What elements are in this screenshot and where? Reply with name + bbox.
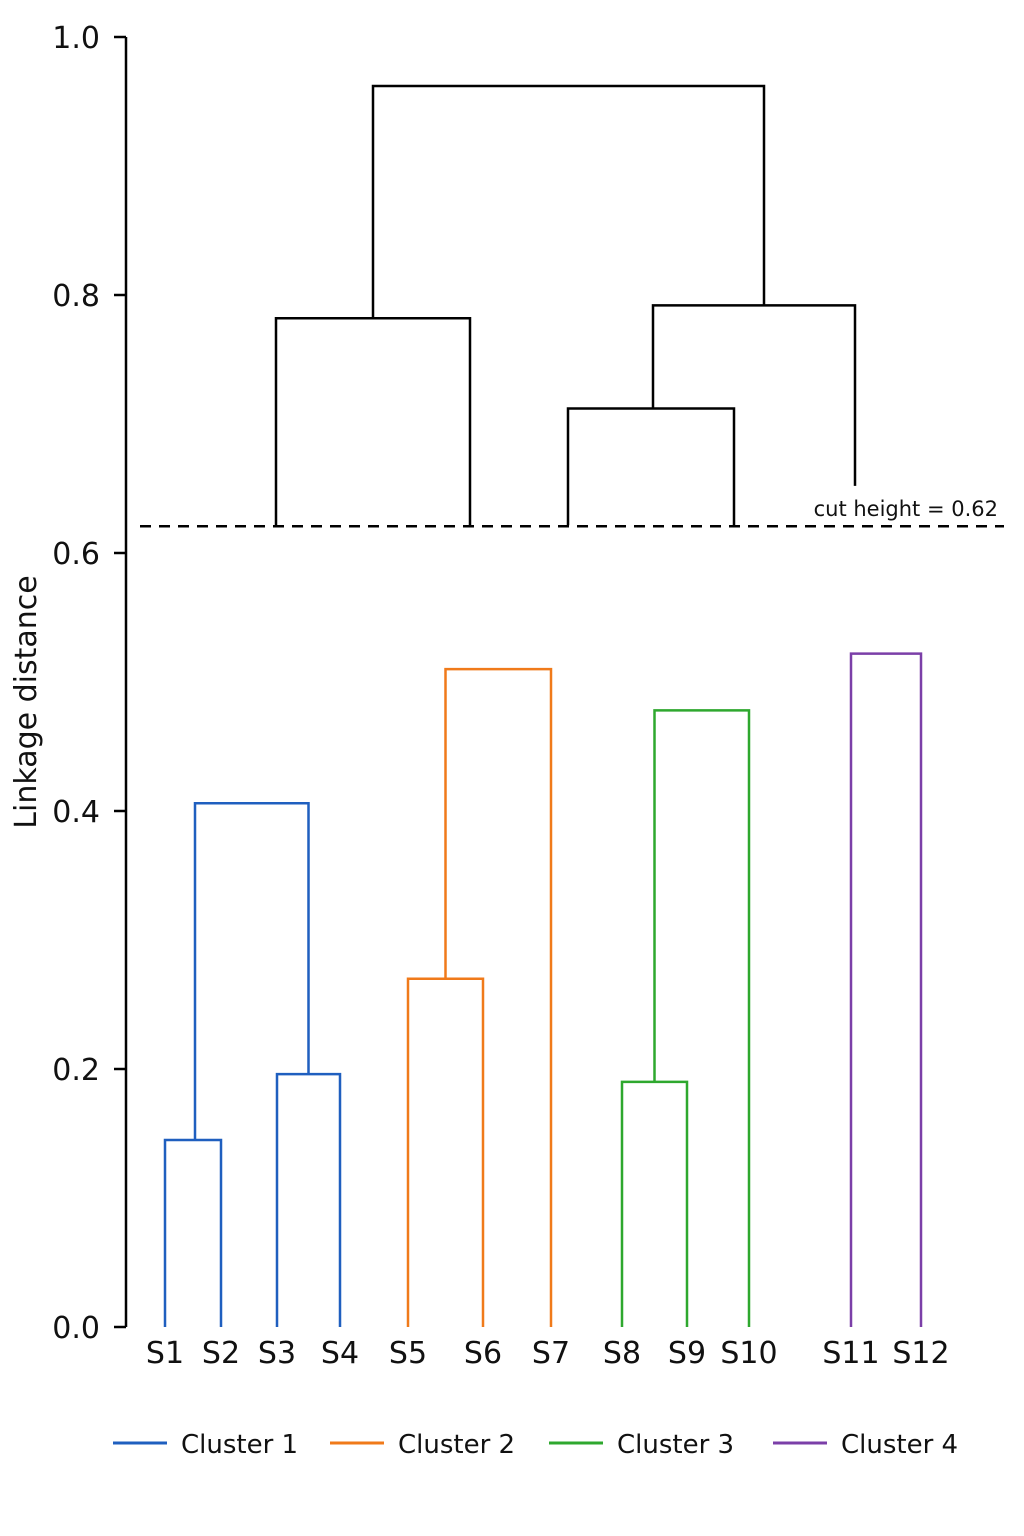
link-upper-b bbox=[566, 407, 736, 526]
y-tick-label: 0.0 bbox=[52, 1311, 100, 1346]
cut-height-label: cut height = 0.62 bbox=[814, 497, 998, 521]
y-tick-label: 0.6 bbox=[52, 537, 100, 572]
link-root bbox=[371, 84, 766, 319]
link-s1-s2 bbox=[163, 1138, 223, 1327]
y-tick-label: 0.8 bbox=[52, 279, 100, 314]
legend-label: Cluster 3 bbox=[617, 1430, 734, 1460]
y-tick-label: 0.4 bbox=[52, 795, 100, 830]
y-tick-label: 0.2 bbox=[52, 1053, 100, 1088]
legend: Cluster 1 Cluster 2 Cluster 3 Cluster 4 bbox=[113, 1430, 958, 1460]
leaf-label: S5 bbox=[389, 1336, 427, 1371]
leaf-label: S1 bbox=[146, 1336, 184, 1371]
leaf-label: S6 bbox=[464, 1336, 502, 1371]
leaf-label: S12 bbox=[892, 1336, 949, 1371]
link-upper-a bbox=[274, 316, 472, 526]
link-s5-s6 bbox=[406, 977, 485, 1327]
y-axis-label: Linkage distance bbox=[9, 575, 44, 828]
link-s8-s9 bbox=[620, 1080, 689, 1327]
legend-label: Cluster 4 bbox=[841, 1430, 958, 1460]
dendrogram-links bbox=[163, 84, 923, 1327]
link-upper-c bbox=[651, 304, 857, 486]
link-cluster4 bbox=[849, 652, 923, 1327]
y-tick-label: 1.0 bbox=[52, 21, 100, 56]
y-axis: 0.0 0.2 0.4 0.6 0.8 1.0 Linkage distance bbox=[9, 21, 128, 1346]
leaf-label: S3 bbox=[258, 1336, 296, 1371]
leaf-label: S2 bbox=[202, 1336, 240, 1371]
leaf-label: S7 bbox=[532, 1336, 570, 1371]
legend-label: Cluster 2 bbox=[398, 1430, 515, 1460]
link-cluster3 bbox=[653, 709, 751, 1327]
link-cluster1 bbox=[193, 802, 310, 1140]
link-s3-s4 bbox=[275, 1072, 342, 1327]
leaf-label: S11 bbox=[822, 1336, 879, 1371]
leaf-label: S8 bbox=[603, 1336, 641, 1371]
leaf-label: S9 bbox=[668, 1336, 706, 1371]
leaf-label: S10 bbox=[720, 1336, 777, 1371]
cut-height-line-group: cut height = 0.62 bbox=[140, 497, 1004, 528]
link-cluster2 bbox=[444, 667, 553, 1327]
leaf-label: S4 bbox=[321, 1336, 359, 1371]
legend-label: Cluster 1 bbox=[181, 1430, 298, 1460]
leaf-labels: S1 S2 S3 S4 S5 S6 S7 S8 S9 S10 S11 S12 bbox=[146, 1336, 950, 1371]
